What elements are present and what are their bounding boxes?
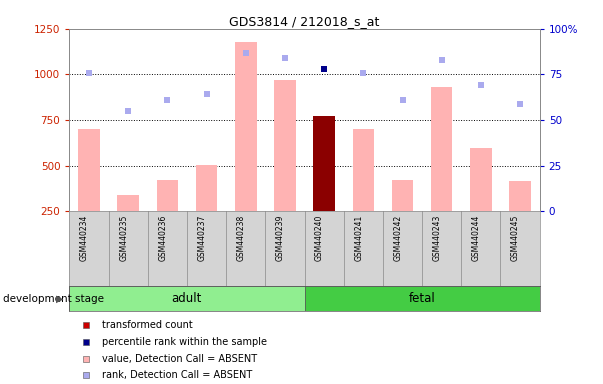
Bar [392,180,413,211]
Bar [305,286,540,311]
Bar [470,148,491,211]
Text: adult: adult [172,292,202,305]
Bar [69,286,305,311]
Bar [118,195,139,211]
Text: GSM440236: GSM440236 [159,215,167,262]
Text: GSM440244: GSM440244 [472,215,481,262]
Bar [510,181,531,211]
Title: GDS3814 / 212018_s_at: GDS3814 / 212018_s_at [229,15,380,28]
Text: GSM440241: GSM440241 [355,215,363,261]
Text: percentile rank within the sample: percentile rank within the sample [102,337,267,347]
Text: GSM440239: GSM440239 [276,215,285,262]
Text: GSM440237: GSM440237 [198,215,206,262]
Text: transformed count: transformed count [102,320,193,330]
Text: GSM440235: GSM440235 [119,215,128,262]
Bar [157,180,178,211]
Text: GSM440240: GSM440240 [315,215,324,262]
Bar [274,80,295,211]
Text: development stage: development stage [3,293,104,304]
Bar [196,165,217,211]
Text: GSM440243: GSM440243 [433,215,441,262]
Bar [353,129,374,211]
Text: GSM440245: GSM440245 [511,215,520,262]
Bar [314,116,335,211]
Text: value, Detection Call = ABSENT: value, Detection Call = ABSENT [102,354,257,364]
Text: GSM440242: GSM440242 [394,215,403,261]
Bar [235,43,256,211]
Text: GSM440234: GSM440234 [80,215,89,262]
Bar [78,129,99,211]
Text: fetal: fetal [409,292,435,305]
Text: rank, Detection Call = ABSENT: rank, Detection Call = ABSENT [102,371,252,381]
Text: ▶: ▶ [56,293,63,304]
Bar [431,87,452,211]
Text: GSM440238: GSM440238 [237,215,246,261]
